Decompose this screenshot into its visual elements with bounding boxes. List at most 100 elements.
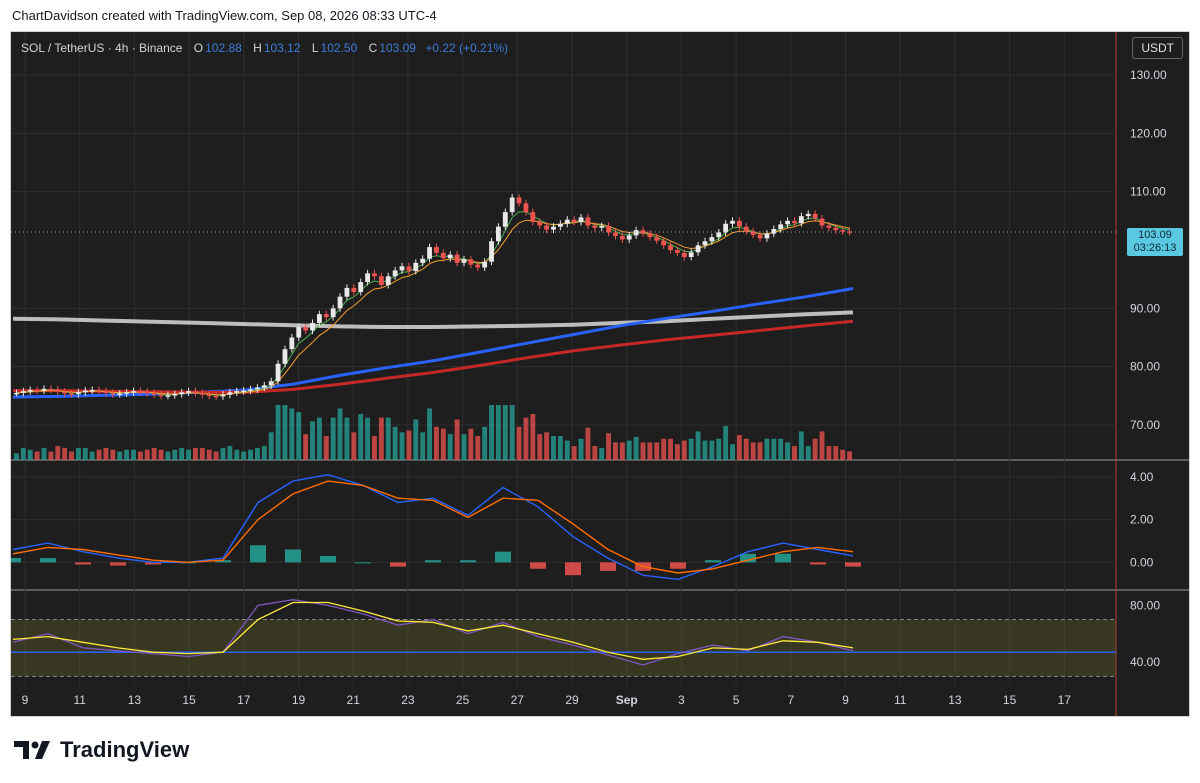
chart-frame[interactable]: 9 11 13 15 17 19 21 23 25 27 29 Sep 3 5 7 9 11 13 15 17 130.…: [10, 31, 1190, 717]
candle-body: [27, 390, 33, 392]
candle-body: [289, 337, 295, 350]
candle-body: [41, 388, 47, 391]
candle-body: [757, 234, 763, 239]
chart-attribution: ChartDavidson created with TradingView.c…: [12, 8, 437, 23]
candle-body: [743, 226, 749, 232]
candle-body: [530, 212, 536, 222]
x-tick-label: 9: [22, 693, 29, 707]
volume-bar: [41, 447, 47, 460]
macd-histogram-bar: [425, 560, 441, 563]
candle-body: [661, 240, 667, 246]
candle-body: [137, 391, 143, 393]
volume-bar: [564, 440, 570, 460]
candle-body: [564, 219, 570, 224]
candle-body: [805, 213, 811, 217]
candle-body: [34, 390, 40, 392]
volume-bar: [764, 438, 770, 460]
macd-histogram-bar: [530, 562, 546, 569]
volume-bar: [316, 417, 322, 460]
rsi-band: [11, 619, 1116, 677]
candle-body: [847, 231, 852, 233]
volume-bar: [530, 413, 536, 460]
volume-bar: [592, 446, 598, 460]
ema-line: [16, 211, 850, 396]
macd-histogram-bar: [145, 562, 161, 565]
volume-bars: [14, 405, 852, 460]
volume-bar: [261, 446, 267, 460]
volume-bar: [14, 453, 19, 460]
currency-unit-button[interactable]: USDT: [1132, 37, 1183, 59]
volume-bar: [358, 413, 364, 460]
macd-histogram-bar: [810, 562, 826, 565]
x-tick-label: 15: [1003, 693, 1017, 707]
candle-body: [675, 250, 680, 253]
volume-bar: [248, 449, 253, 460]
candle-body: [378, 276, 384, 285]
chart-canvas[interactable]: 9 11 13 15 17 19 21 23 25 27 29 Sep 3 5 7 9 11 13 15 17 130.…: [11, 32, 1189, 716]
volume-bar: [20, 447, 26, 460]
x-tick-label: 29: [565, 693, 579, 707]
macd-histogram-bar: [75, 562, 91, 565]
volume-bar: [730, 444, 735, 460]
volume-bar: [62, 447, 68, 460]
volume-bar: [482, 426, 488, 460]
tradingview-logo[interactable]: TradingView: [14, 737, 189, 763]
volume-bar: [330, 417, 336, 460]
x-tick-label: 9: [842, 693, 849, 707]
macd-histogram-bar: [285, 549, 301, 563]
volume-bar: [736, 435, 742, 460]
candle-body: [316, 314, 322, 323]
candle-body: [337, 296, 343, 309]
volume-bar: [619, 442, 625, 460]
macd-histogram-bar: [110, 562, 126, 566]
volume-bar: [289, 408, 295, 460]
rsi-tick-label: 40.00: [1130, 655, 1160, 669]
candle-body: [454, 254, 460, 263]
volume-bar: [124, 449, 130, 460]
candle-body: [117, 393, 123, 395]
candle-body: [261, 385, 267, 388]
close-value: 103.09: [379, 41, 416, 55]
volume-bar: [193, 447, 198, 460]
volume-bar: [537, 434, 543, 460]
candle-body: [358, 282, 364, 292]
macd-histogram-bar: [670, 562, 686, 569]
volume-bar: [172, 449, 178, 460]
candle-body: [62, 391, 68, 394]
macd-histogram-bar: [40, 558, 56, 563]
volume-bar: [296, 412, 302, 460]
candle-body: [310, 322, 315, 331]
candle-body: [351, 287, 357, 292]
volume-bar: [372, 435, 377, 460]
candle-body: [723, 223, 729, 233]
candle-body: [523, 203, 529, 213]
candle-body: [227, 392, 233, 395]
candle-body: [647, 233, 653, 238]
candle-body: [578, 217, 584, 222]
candle-body: [557, 223, 563, 227]
price-tick-label: 130.00: [1130, 68, 1167, 82]
candle-body: [179, 392, 185, 395]
volume-bar: [206, 449, 212, 460]
candle-body: [124, 392, 130, 394]
candle-body: [695, 245, 701, 253]
candle-body: [764, 233, 770, 239]
candle-body: [131, 391, 136, 393]
rsi-pane: [11, 599, 1116, 677]
macd-histogram-bar: [460, 560, 476, 563]
macd-tick-label: 2.00: [1130, 513, 1154, 527]
x-tick-label: 11: [73, 693, 86, 707]
volume-bar: [812, 438, 818, 460]
candle-body: [798, 216, 804, 224]
volume-bar: [144, 449, 150, 460]
x-tick-label: 19: [292, 693, 306, 707]
candle-body: [406, 266, 412, 271]
volume-bar: [27, 449, 33, 460]
candle-body: [833, 227, 839, 231]
volume-bar: [578, 438, 584, 460]
candle-body: [516, 197, 522, 204]
candle-body: [475, 264, 481, 268]
volume-bar: [82, 447, 88, 460]
moving-average-line: [12, 287, 854, 399]
